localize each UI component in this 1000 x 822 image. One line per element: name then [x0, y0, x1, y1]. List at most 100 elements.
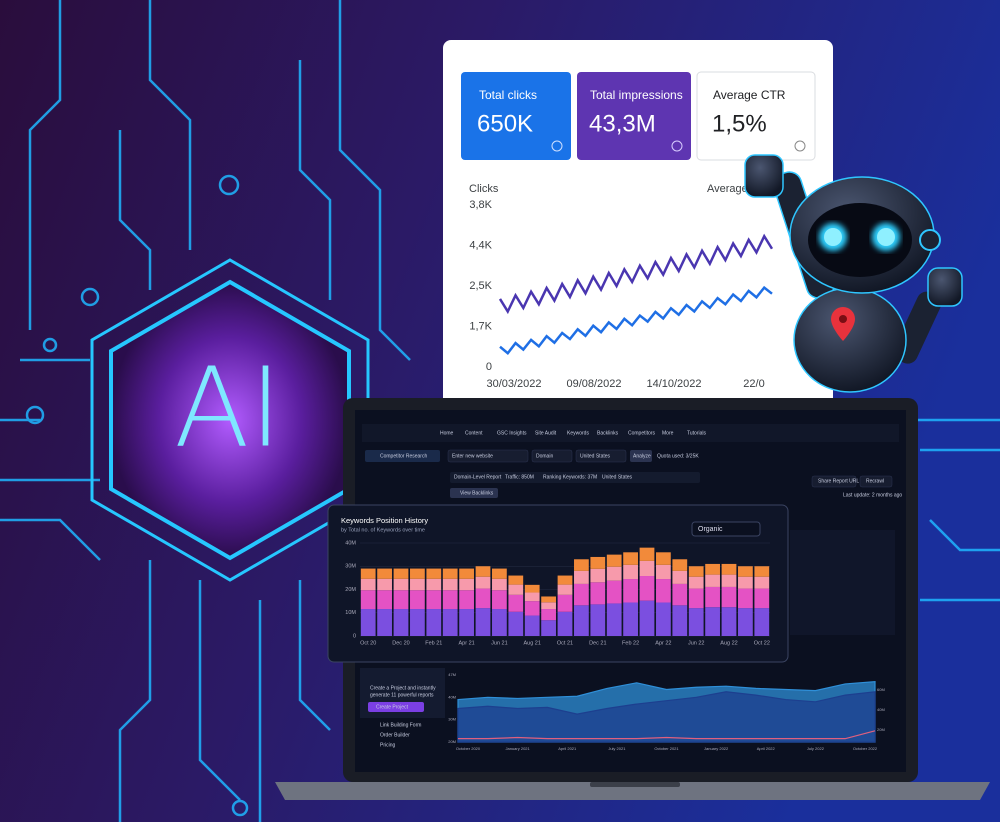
metric-label: Average CTR	[713, 88, 786, 102]
bar-segment	[672, 583, 688, 606]
bar-segment	[705, 586, 720, 608]
bar-segment	[639, 576, 655, 601]
bar-segment	[754, 566, 770, 577]
bar-segment	[688, 588, 704, 609]
bar-segment	[524, 601, 540, 616]
axis-title: Clicks	[469, 183, 499, 195]
y-tick-label: 0	[486, 361, 492, 373]
promo: Create a Project and instantly	[370, 685, 436, 691]
updated: Last update: 2 months ago	[843, 492, 902, 498]
side-link[interactable]: Order Builder	[380, 732, 410, 738]
search-input[interactable]: Enter new website	[452, 453, 493, 459]
bar-segment	[656, 552, 671, 565]
bar-segment	[459, 568, 474, 579]
bar-segment	[574, 570, 589, 584]
side-link[interactable]: Link Building Form	[380, 722, 421, 728]
x-tick-label: Aug 22	[720, 640, 737, 646]
bar-segment	[393, 609, 409, 636]
bar-segment	[541, 596, 556, 603]
bar-segment	[574, 559, 589, 571]
y-tick-label: 40M	[448, 694, 456, 699]
bar-segment	[393, 578, 409, 591]
bar-segment	[590, 582, 606, 605]
y-tick-label: 4,4K	[469, 239, 492, 251]
bar-segment	[524, 592, 540, 602]
bar-segment	[639, 600, 655, 636]
bar-segment	[475, 566, 491, 577]
x-tick-label: October 2022	[853, 746, 878, 751]
bar-segment	[410, 578, 425, 591]
bar-segment	[688, 576, 704, 589]
bar-segment	[475, 588, 491, 609]
action-button[interactable]: Share Report URL	[818, 478, 859, 484]
bar-segment	[492, 590, 507, 610]
metric-label: Total impressions	[590, 88, 683, 102]
bar-segment	[557, 594, 573, 612]
bar-segment	[721, 586, 737, 608]
bar-segment	[574, 605, 589, 636]
bar-segment	[393, 568, 409, 579]
bar-segment	[606, 580, 622, 604]
bar-segment	[360, 578, 376, 591]
chip: Traffic: 850M	[505, 474, 534, 480]
x-tick-label: Oct 21	[557, 640, 573, 646]
dropdown[interactable]: Organic	[698, 526, 723, 533]
bar-segment	[656, 602, 671, 636]
bar-segment	[492, 578, 507, 591]
bar-segment	[606, 566, 622, 581]
chip: United States	[602, 474, 633, 480]
bar-segment	[705, 607, 720, 636]
x-tick-label: April 2021	[558, 746, 577, 751]
nav-item[interactable]: Competitors	[628, 430, 655, 436]
nav-item[interactable]: More	[662, 430, 674, 436]
bar-segment	[623, 564, 638, 580]
nav-item[interactable]: Site Audit	[535, 430, 557, 436]
area-chart: October 2020 January 2021 April 2021 July 2…	[448, 672, 885, 751]
y-tick-label: 40M	[345, 540, 356, 546]
backlinks-button[interactable]: View Backlinks	[460, 490, 494, 496]
bar-segment	[623, 579, 638, 603]
bar-segment	[590, 604, 606, 636]
bar-segment	[426, 609, 442, 636]
x-tick-label: 30/03/2022	[486, 378, 541, 390]
analyze-button[interactable]: Analyze	[633, 453, 651, 459]
bar-segment	[377, 609, 392, 636]
create-button[interactable]: Create Project	[376, 704, 409, 710]
side-link[interactable]: Pricing	[380, 742, 396, 748]
x-tick-label: Feb 22	[622, 640, 639, 646]
x-tick-label: Apr 21	[458, 640, 474, 646]
bar-segment	[459, 590, 474, 610]
x-tick-label: July 2022	[807, 746, 825, 751]
nav-item[interactable]: Home	[440, 430, 454, 436]
country[interactable]: United States	[580, 453, 611, 459]
bar-segment	[524, 615, 540, 636]
action-button[interactable]: Recrawl	[866, 478, 884, 484]
x-tick-label: Jun 21	[491, 640, 508, 646]
nav-item[interactable]: Backlinks	[597, 430, 619, 436]
x-tick-label: Dec 20	[392, 640, 409, 646]
bar-segment	[508, 584, 524, 595]
x-tick-label: Dec 21	[589, 640, 606, 646]
metric-value: 1,5%	[712, 110, 767, 137]
search-title[interactable]: Competitor Research	[380, 453, 427, 459]
metric-value: 43,3M	[589, 110, 656, 137]
quota: Quota used: 3/25K	[657, 453, 699, 459]
bar-segment	[492, 568, 507, 579]
bar-segment	[705, 574, 720, 587]
nav-item[interactable]: Tutorials	[687, 430, 706, 436]
y-tick-label: 2,5K	[469, 280, 492, 292]
bar-segment	[590, 556, 606, 569]
data-area	[458, 730, 876, 740]
nav-item[interactable]: Content	[465, 430, 483, 436]
nav-item[interactable]: Keywords	[567, 430, 589, 436]
promo: generate 11 powerful reports	[370, 692, 434, 698]
nav-item[interactable]: GSC Insights	[497, 430, 527, 436]
bar-segment	[623, 552, 638, 565]
y-tick-label: 3,8K	[469, 199, 492, 211]
panel-subtitle: by Total no. of Keywords over time	[341, 527, 425, 533]
bar-segment	[442, 578, 458, 591]
scope[interactable]: Domain	[536, 453, 553, 459]
bar-segment	[442, 609, 458, 636]
bar-segment	[475, 608, 491, 636]
